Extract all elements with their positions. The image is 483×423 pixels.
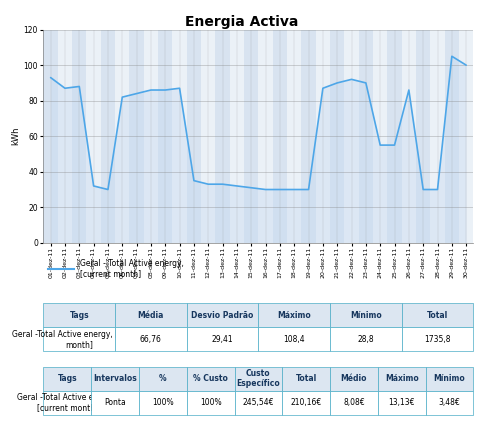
Bar — [416, 30, 430, 243]
Bar — [201, 30, 215, 243]
Bar — [316, 30, 330, 243]
Bar — [86, 30, 101, 243]
Bar — [215, 30, 230, 243]
Bar — [144, 30, 158, 243]
Bar — [430, 30, 445, 243]
Text: Geral - Total Active energy,
[current month]: Geral - Total Active energy, [current mo… — [80, 259, 184, 278]
Bar — [115, 30, 129, 243]
Bar — [273, 30, 287, 243]
Bar — [344, 30, 359, 243]
Bar — [445, 30, 459, 243]
Bar — [172, 30, 187, 243]
Bar — [230, 30, 244, 243]
Bar — [387, 30, 402, 243]
Bar — [459, 30, 473, 243]
Y-axis label: kWh: kWh — [12, 127, 21, 146]
Bar — [129, 30, 144, 243]
Bar — [101, 30, 115, 243]
Text: Energia Activa: Energia Activa — [185, 15, 298, 29]
Bar — [43, 30, 58, 243]
Bar — [301, 30, 316, 243]
Bar — [72, 30, 86, 243]
Bar — [359, 30, 373, 243]
Bar — [244, 30, 258, 243]
Bar — [330, 30, 344, 243]
Bar — [402, 30, 416, 243]
Bar — [258, 30, 273, 243]
Bar — [373, 30, 387, 243]
Bar — [58, 30, 72, 243]
Bar — [287, 30, 301, 243]
Bar — [158, 30, 172, 243]
Bar — [187, 30, 201, 243]
